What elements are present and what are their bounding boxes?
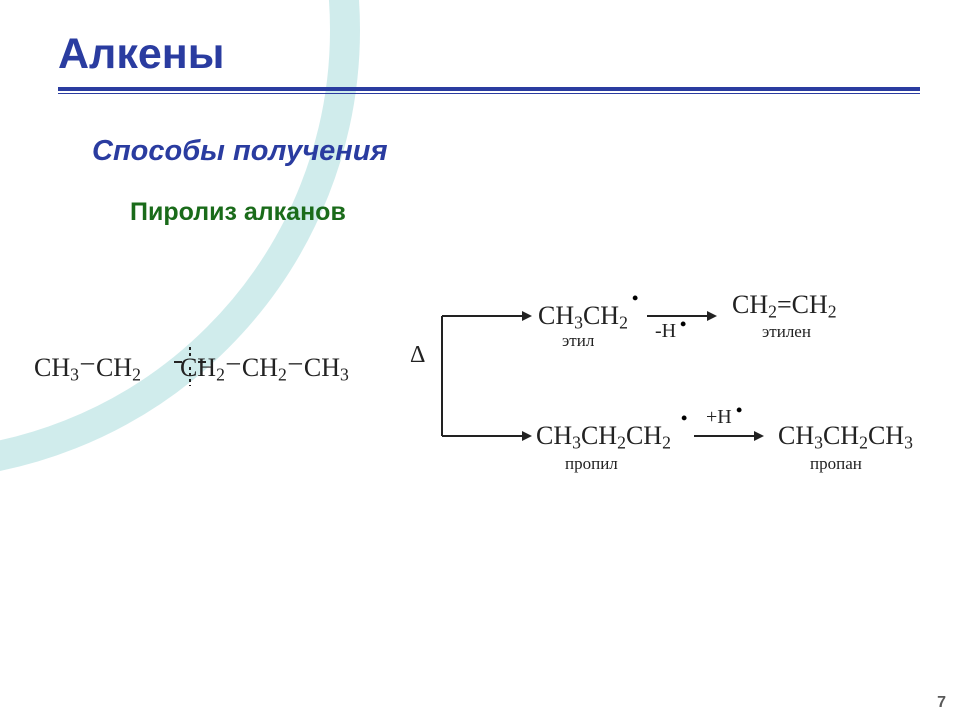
delta-symbol: Δ — [410, 342, 425, 369]
title-rule — [58, 87, 920, 95]
plus-h-label: +H — [706, 406, 732, 429]
subtitle-pyrolysis: Пиролиз алканов — [130, 198, 346, 227]
ethylene-formula: CH2=CH2 — [732, 290, 837, 322]
ethyl-caption: этил — [562, 331, 594, 351]
reaction-diagram: CH3–CH2 CH2–CH2–CH3 Δ CH3CH2 — [0, 270, 960, 520]
propyl-caption: пропил — [565, 454, 618, 474]
slide: Алкены Способы получения Пиролиз алканов… — [0, 0, 960, 720]
subtitle-methods: Способы получения — [92, 135, 388, 168]
propane-caption: пропан — [810, 454, 862, 474]
rule-thin — [58, 93, 920, 94]
ethyl-formula: CH3CH2 — [538, 301, 628, 333]
arrow-bottom-2 — [692, 428, 772, 448]
cleavage-marks — [170, 344, 210, 392]
page-title: Алкены — [58, 30, 920, 79]
page-number: 7 — [937, 694, 946, 712]
plus-h-radical-dot: • — [736, 400, 742, 421]
rule-thick — [58, 87, 920, 91]
arrow-top-2 — [645, 308, 725, 328]
branch-arrows — [430, 288, 540, 458]
propyl-formula: CH3CH2CH2 — [536, 421, 671, 453]
ethylene-caption: этилен — [762, 322, 811, 342]
propane-formula: CH3CH2CH3 — [778, 421, 913, 453]
ethyl-radical-dot: • — [632, 288, 638, 309]
title-block: Алкены — [58, 30, 920, 95]
propyl-radical-dot: • — [681, 408, 687, 429]
